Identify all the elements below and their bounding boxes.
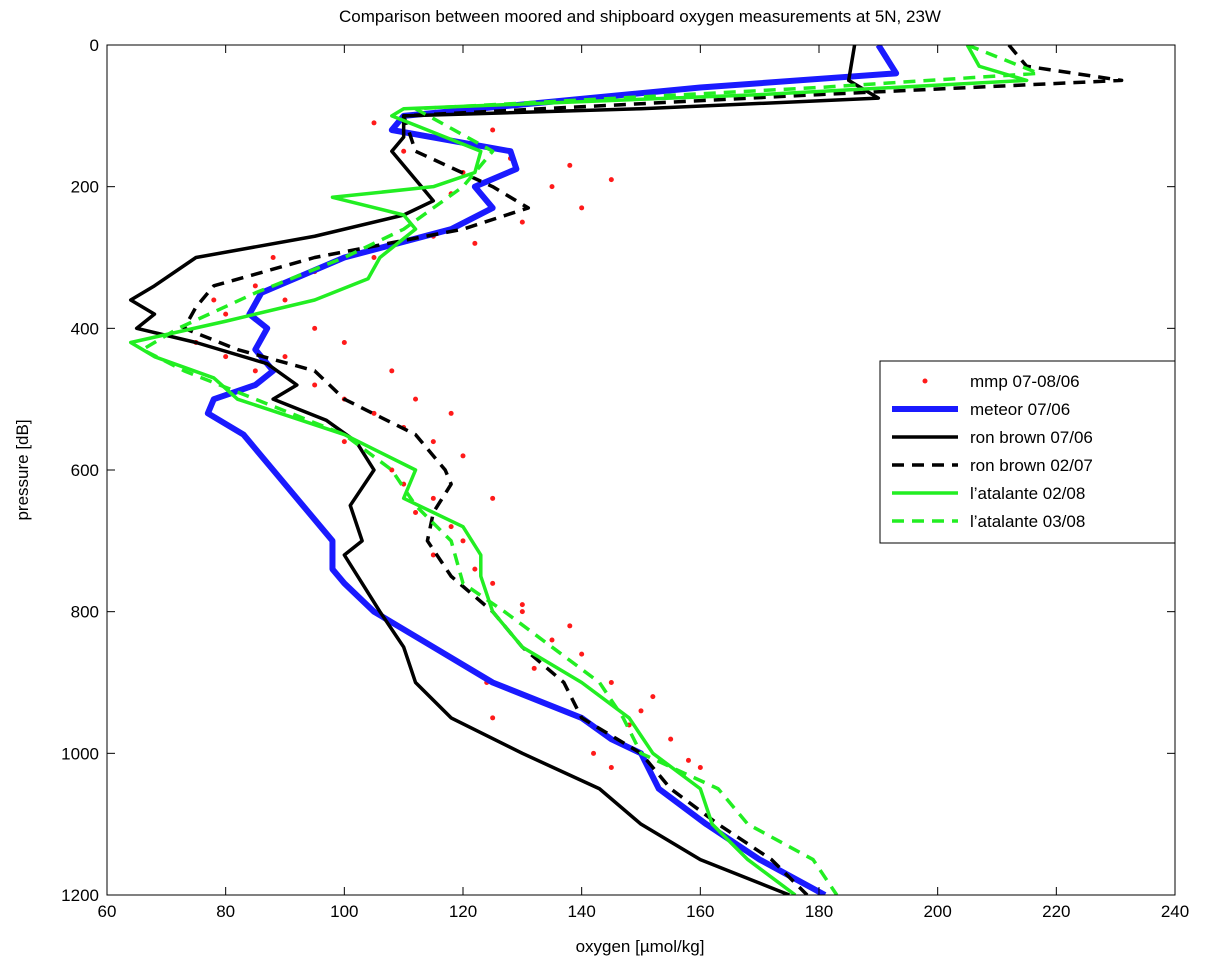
data-point bbox=[448, 524, 454, 530]
y-tick-label: 1200 bbox=[61, 886, 99, 905]
x-tick-label: 60 bbox=[98, 902, 117, 921]
x-tick-label: 160 bbox=[686, 902, 714, 921]
data-point bbox=[638, 708, 644, 714]
legend-label: meteor 07/06 bbox=[970, 400, 1070, 419]
y-tick-label: 1000 bbox=[61, 744, 99, 763]
data-point bbox=[389, 368, 395, 374]
data-point bbox=[270, 255, 276, 260]
data-point bbox=[549, 184, 555, 190]
data-point bbox=[371, 120, 377, 126]
y-tick-label: 400 bbox=[71, 319, 99, 338]
legend-box bbox=[879, 360, 1176, 544]
legend-label: l’atalante 03/08 bbox=[970, 512, 1085, 531]
x-axis-label: oxygen [µmol/kg] bbox=[576, 937, 705, 956]
data-point bbox=[490, 127, 496, 133]
data-point bbox=[608, 765, 614, 770]
x-tick-label: 80 bbox=[216, 902, 235, 921]
data-point bbox=[608, 680, 614, 685]
data-point bbox=[519, 219, 525, 225]
data-point bbox=[282, 354, 288, 360]
x-tick-label: 180 bbox=[805, 902, 833, 921]
data-point bbox=[371, 410, 377, 416]
data-point bbox=[685, 757, 691, 763]
legend-label: ron brown 07/06 bbox=[970, 428, 1093, 447]
y-axis-label: pressure [dB] bbox=[13, 419, 32, 520]
data-point bbox=[312, 325, 318, 331]
data-point bbox=[413, 510, 419, 515]
chart-title: Comparison between moored and shipboard … bbox=[339, 7, 941, 26]
data-point bbox=[472, 240, 478, 246]
y-tick-label: 200 bbox=[71, 178, 99, 197]
x-tick-label: 120 bbox=[449, 902, 477, 921]
data-point bbox=[490, 580, 496, 586]
legend-label: l’atalante 02/08 bbox=[970, 484, 1085, 503]
plot-area bbox=[128, 45, 1124, 895]
data-point bbox=[519, 609, 525, 615]
data-point bbox=[223, 311, 229, 317]
data-point bbox=[252, 283, 258, 289]
data-point bbox=[252, 368, 258, 374]
data-point bbox=[460, 538, 466, 544]
data-point bbox=[389, 467, 395, 473]
profile-line bbox=[140, 45, 1041, 895]
data-point bbox=[448, 410, 454, 416]
x-tick-label: 100 bbox=[330, 902, 358, 921]
x-tick-label: 220 bbox=[1042, 902, 1070, 921]
profile-line bbox=[204, 45, 900, 895]
data-point bbox=[401, 148, 407, 154]
data-point bbox=[549, 637, 555, 643]
x-tick-label: 140 bbox=[567, 902, 595, 921]
legend-label: mmp 07-08/06 bbox=[970, 372, 1080, 391]
data-point bbox=[413, 396, 419, 402]
data-point bbox=[490, 495, 496, 501]
data-point bbox=[668, 736, 674, 742]
x-tick-label: 240 bbox=[1161, 902, 1189, 921]
data-point bbox=[579, 651, 585, 657]
data-point bbox=[567, 623, 573, 629]
data-point bbox=[341, 340, 347, 345]
data-point bbox=[519, 602, 525, 608]
legend-label: ron brown 02/07 bbox=[970, 456, 1093, 475]
y-tick-label: 800 bbox=[71, 603, 99, 622]
data-point bbox=[341, 439, 347, 445]
data-point bbox=[371, 255, 377, 260]
data-point bbox=[430, 552, 436, 558]
data-point bbox=[490, 715, 496, 721]
data-point bbox=[697, 765, 703, 770]
y-tick-label: 0 bbox=[90, 36, 99, 55]
data-point bbox=[591, 750, 597, 756]
profile-line bbox=[182, 45, 1124, 895]
data-point bbox=[579, 205, 585, 211]
data-point bbox=[430, 495, 436, 501]
data-point bbox=[531, 665, 537, 671]
data-point bbox=[430, 439, 436, 445]
x-tick-label: 200 bbox=[923, 902, 951, 921]
data-point bbox=[608, 177, 614, 183]
profile-line bbox=[128, 45, 881, 895]
data-point bbox=[282, 297, 288, 303]
data-point bbox=[472, 566, 478, 572]
data-point bbox=[460, 453, 466, 459]
data-point bbox=[312, 382, 318, 388]
legend-swatch bbox=[922, 378, 928, 384]
data-point bbox=[211, 297, 217, 303]
data-point bbox=[567, 162, 573, 168]
y-tick-label: 600 bbox=[71, 461, 99, 480]
data-point bbox=[223, 354, 229, 360]
data-point bbox=[650, 694, 656, 700]
